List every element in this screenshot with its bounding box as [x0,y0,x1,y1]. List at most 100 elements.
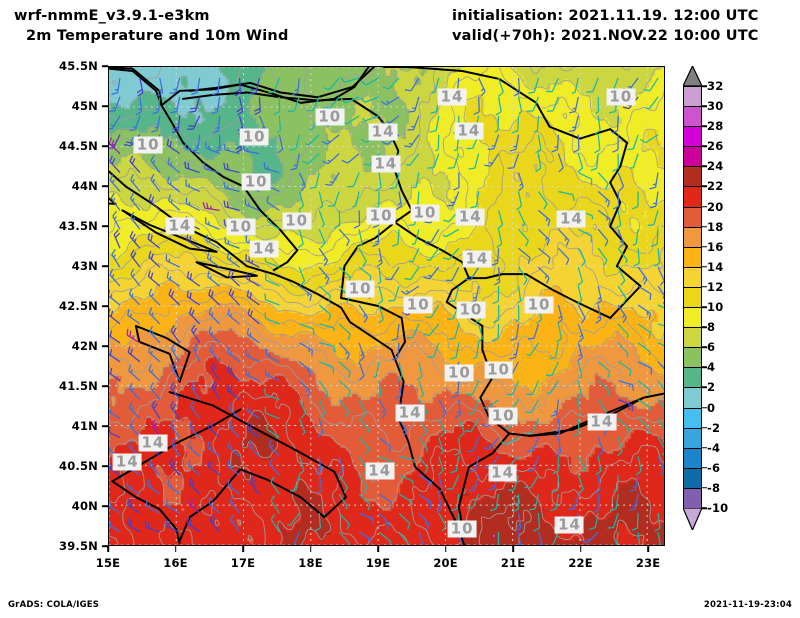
wind-barb [538,247,551,264]
wind-barb-full-feather [593,508,600,513]
wind-barb-shaft [188,426,201,438]
contour-value-label: 14 [165,217,195,235]
colorbar-tick-mark [701,205,707,208]
wind-barb-shaft [207,427,221,438]
wind-barb [424,304,440,319]
wind-barb [568,494,579,511]
wind-barb [453,172,460,191]
wind-barb-half-feather [556,448,561,452]
wind-barb [202,202,220,212]
wind-barb-full-feather [190,107,197,110]
wind-barb [109,347,121,363]
wind-barb-shaft [299,323,314,330]
wind-barb [637,380,651,396]
wind-barb-shaft [497,115,500,131]
wind-barb-full-feather [212,365,217,372]
wind-barb-shaft [577,456,586,470]
wind-barb-shaft [577,247,586,262]
wind-barb-half-feather [402,427,406,432]
wind-barb [377,285,384,305]
wind-barb-full-feather [653,262,660,267]
wind-barb-full-feather [206,234,208,241]
colorbar-tick-label: 6 [707,340,716,355]
wind-barb-full-feather [227,384,230,391]
wind-barb-full-feather [639,138,646,144]
wind-barb [338,361,351,378]
wind-barb-shaft [148,256,161,268]
wind-barb-full-feather [341,159,348,164]
wind-barb-half-feather [553,410,558,413]
wind-barb-full-feather [372,243,379,248]
wind-barb [617,285,627,305]
wind-barb-shaft [246,428,260,438]
wind-barb-full-feather [376,262,383,267]
wind-barb-full-feather [207,421,211,428]
wind-barb-shaft [224,168,240,174]
wind-barb-shaft [318,229,326,244]
wind-barb-shaft [616,475,619,491]
latitude-tick-mark [102,385,108,387]
wind-barb-full-feather [130,174,134,181]
wind-barb [341,153,360,164]
wind-barb-half-feather [544,275,548,279]
wind-barb [551,475,560,494]
wind-barb-shaft [147,238,161,249]
wind-barb-full-feather [346,353,350,360]
wind-barb-half-feather [578,353,582,357]
wind-barb-full-feather [498,91,504,97]
wind-barb [451,380,460,399]
wind-barb-half-feather [472,467,477,469]
wind-barb-full-feather [347,333,351,341]
wind-barb-full-feather [212,130,219,134]
colorbar-tick-label: 16 [707,239,724,254]
wind-barb [556,323,563,343]
wind-barb-shaft [551,361,559,376]
wind-barb-shaft [538,209,551,221]
wind-barb-full-feather [149,382,154,389]
wind-barb-shaft [208,294,221,306]
political-border [609,181,642,319]
wind-barb-shaft [458,437,461,453]
wind-barb-shaft [207,276,220,287]
wind-barb [649,172,659,190]
wind-barb [186,517,201,533]
wind-barb [575,380,582,400]
wind-barb-full-feather [129,500,133,507]
wind-barb-full-feather [492,319,500,324]
wind-barb [358,493,371,511]
wind-barb-shaft [529,342,539,356]
wind-barb [445,266,460,282]
wind-barb-full-feather [577,281,583,286]
wind-barb-half-feather [246,148,249,152]
wind-barb-full-feather [494,281,500,286]
wind-barb-full-feather [573,149,580,153]
wind-barb [184,161,200,174]
wind-barb-shaft [412,115,420,130]
wind-barb [617,266,626,286]
wind-barb-half-feather [134,238,137,243]
wind-barb-full-feather [606,390,610,397]
wind-barb-full-feather [547,257,551,264]
wind-barb-full-feather [124,143,131,147]
wind-barb-shaft [577,285,583,301]
wind-barb-shaft [109,179,121,192]
wind-barb-half-feather [377,394,382,398]
wind-barb-full-feather [131,233,136,240]
wind-barb-half-feather [323,257,327,262]
contour-value-label: 10 [133,136,163,154]
wind-barb-shaft [205,222,220,230]
wind-barb [372,229,380,248]
wind-barb [613,475,619,492]
wind-barb-shaft [148,464,161,476]
wind-barb-full-feather [211,517,216,524]
wind-barb-full-feather [227,365,230,372]
wind-barb [150,173,161,192]
wind-barb [469,456,480,473]
wind-barb-shaft [149,387,161,400]
wind-barb-full-feather [620,280,626,286]
wind-barb-half-feather [250,444,254,449]
wind-barb-full-feather [151,419,156,426]
wind-barb-shaft [225,242,240,249]
wind-barb-half-feather [307,292,310,297]
wind-barb [494,115,500,133]
